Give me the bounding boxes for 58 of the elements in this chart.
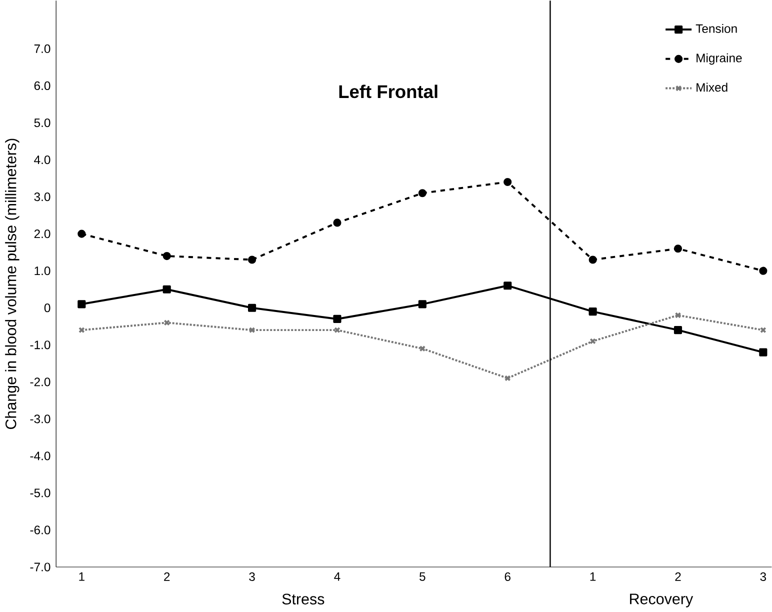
y-tick-label: 0 bbox=[44, 303, 50, 312]
point bbox=[759, 266, 768, 275]
y-tick-label: 5.0 bbox=[34, 118, 50, 127]
y-tick-label: -2.0 bbox=[30, 377, 50, 386]
y-tick-label: 4.0 bbox=[34, 155, 50, 164]
point bbox=[419, 345, 426, 352]
point bbox=[418, 300, 426, 308]
point bbox=[333, 314, 342, 323]
point bbox=[248, 304, 256, 312]
y-tick-label: -3.0 bbox=[30, 414, 50, 424]
point bbox=[78, 230, 86, 238]
legend-label: Mixed bbox=[696, 82, 728, 92]
point bbox=[334, 326, 340, 334]
point bbox=[674, 244, 682, 252]
text: Left Frontal bbox=[339, 84, 438, 98]
point bbox=[248, 326, 256, 334]
text: Stress bbox=[282, 594, 324, 604]
y-tick-label: -5.0 bbox=[30, 488, 50, 498]
point bbox=[78, 326, 85, 334]
y-tick-label: -7.0 bbox=[30, 562, 50, 572]
point bbox=[78, 300, 86, 308]
point bbox=[504, 281, 512, 290]
point bbox=[162, 285, 171, 294]
legend-label: Migraine bbox=[696, 53, 742, 65]
y-tick-label: 1.0 bbox=[34, 266, 50, 275]
point bbox=[588, 255, 597, 264]
point bbox=[759, 348, 768, 356]
x-tick-label: 1 bbox=[590, 572, 596, 581]
y-tick-label: -1.0 bbox=[30, 340, 50, 349]
point bbox=[760, 326, 766, 334]
y-tick-label: 2.0 bbox=[34, 229, 50, 238]
y-tick-label: 6.0 bbox=[34, 81, 50, 90]
y-tick-label: -4.0 bbox=[30, 451, 50, 460]
point bbox=[504, 374, 511, 382]
x-tick-label: 1 bbox=[79, 572, 84, 581]
point bbox=[418, 188, 426, 197]
point bbox=[333, 218, 342, 227]
y-tick-label: 7.0 bbox=[34, 44, 50, 53]
point bbox=[504, 178, 512, 186]
y-tick-label: -6.0 bbox=[30, 525, 50, 534]
x-tick-label: 3 bbox=[760, 572, 766, 581]
point bbox=[674, 312, 682, 318]
text: Recovery bbox=[630, 593, 694, 608]
y-axis-title: Change in blood volume pulse (millimeters) bbox=[5, 138, 20, 429]
point bbox=[674, 326, 682, 334]
x-tick-label: 4 bbox=[334, 572, 340, 581]
point bbox=[588, 307, 597, 316]
point bbox=[248, 255, 256, 264]
point bbox=[164, 319, 170, 326]
legend-label: Tension bbox=[696, 24, 737, 33]
x-tick-label: 5 bbox=[420, 572, 426, 581]
x-tick-label: 6 bbox=[504, 572, 510, 581]
y-tick-label: 3.0 bbox=[34, 192, 50, 201]
x-tick-label: 3 bbox=[249, 572, 255, 581]
x-tick-label: 2 bbox=[675, 572, 681, 581]
x-tick-label: 2 bbox=[164, 572, 170, 581]
point bbox=[590, 338, 596, 344]
point bbox=[162, 252, 171, 260]
